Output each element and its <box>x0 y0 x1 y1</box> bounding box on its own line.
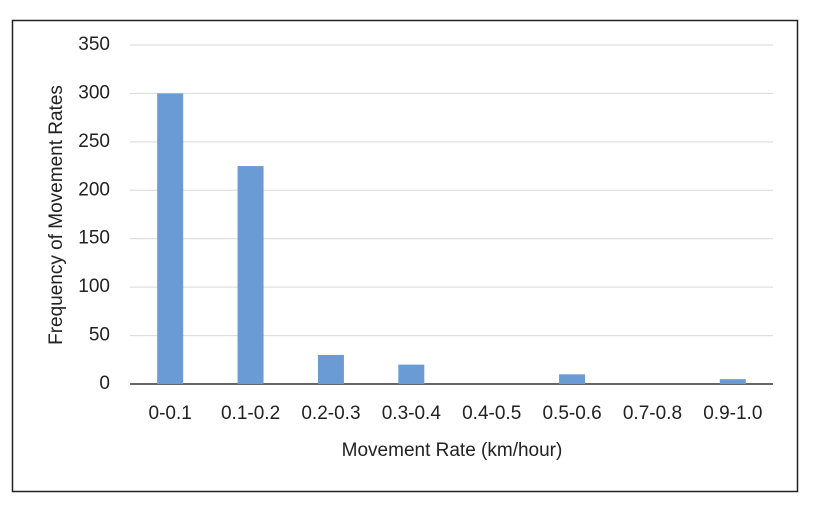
x-tick-label: 0-0.1 <box>149 403 192 424</box>
bar <box>157 93 184 384</box>
bar <box>237 166 264 384</box>
bar <box>559 374 586 384</box>
y-tick-label: 0 <box>99 373 110 394</box>
y-tick-label: 150 <box>78 228 110 249</box>
x-tick-label: 0.4-0.5 <box>462 403 521 424</box>
y-axis-label: Frequency of Movement Rates <box>46 85 67 345</box>
x-tick-label: 0.5-0.6 <box>542 403 601 424</box>
y-tick-label: 200 <box>78 179 110 200</box>
chart-frame <box>11 19 799 493</box>
x-tick-label: 0.2-0.3 <box>301 403 360 424</box>
bar <box>317 354 344 384</box>
x-tick-label: 0.1-0.2 <box>221 403 280 424</box>
y-tick-label: 300 <box>78 82 110 103</box>
y-tick-label: 250 <box>78 131 110 152</box>
bar <box>398 364 425 384</box>
x-tick-label: 0.3-0.4 <box>382 403 442 424</box>
y-tick-label: 50 <box>89 325 110 346</box>
x-tick-label: 0.7-0.8 <box>623 403 682 424</box>
bar <box>719 379 746 384</box>
x-tick-label: 0.9-1.0 <box>703 403 762 424</box>
x-axis-label: Movement Rate (km/hour) <box>342 440 563 461</box>
y-tick-label: 100 <box>78 276 110 297</box>
y-tick-label: 350 <box>78 34 110 55</box>
